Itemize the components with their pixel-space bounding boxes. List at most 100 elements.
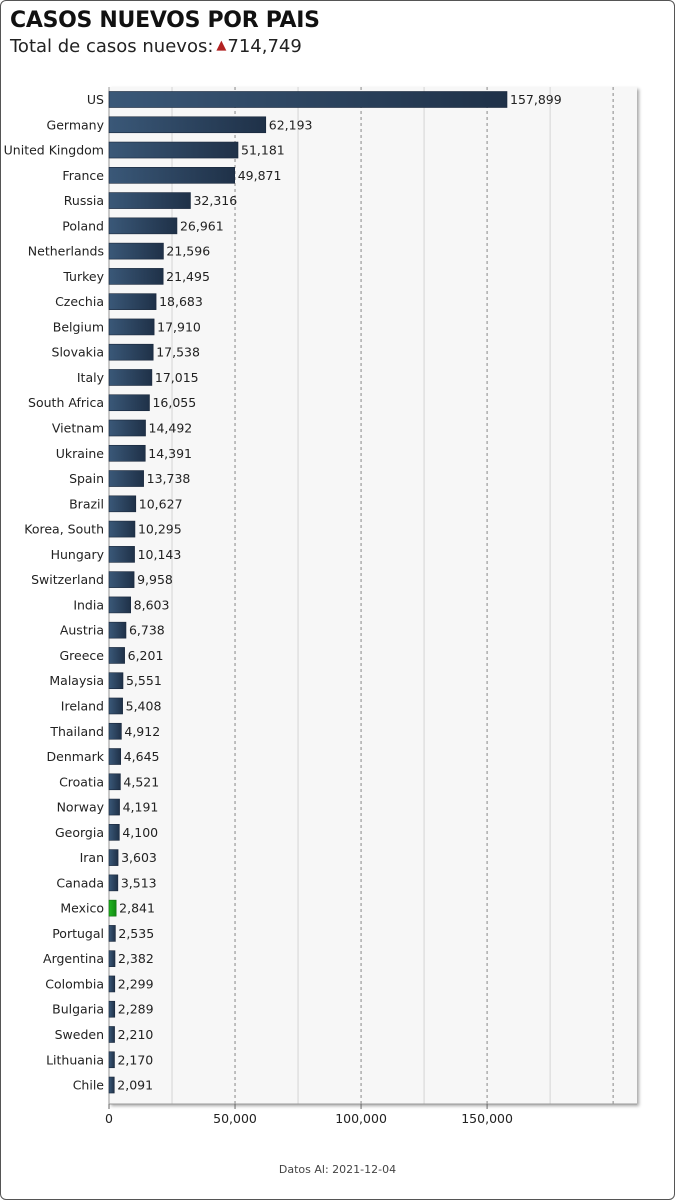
data-label: 5,408 — [126, 698, 162, 713]
category-label: Canada — [56, 875, 104, 890]
bar — [108, 419, 146, 437]
category-label: Greece — [60, 648, 105, 663]
data-label: 10,143 — [138, 547, 182, 562]
category-label: Malaysia — [49, 673, 104, 688]
data-label: 2,210 — [118, 1027, 154, 1042]
category-label: Austria — [60, 623, 104, 638]
data-label: 2,382 — [118, 951, 154, 966]
x-axis: 0 50,000 100,000 150,000 — [105, 1103, 637, 1126]
bar — [108, 318, 155, 336]
data-label: 17,910 — [157, 319, 201, 334]
bar — [108, 596, 131, 614]
subtitle-label: Total de casos nuevos: — [10, 36, 214, 57]
data-label: 9,958 — [137, 572, 173, 587]
category-label: Mexico — [60, 901, 104, 916]
category-label: US — [87, 92, 104, 107]
data-label: 2,299 — [118, 976, 154, 991]
bars-group — [108, 91, 508, 1094]
bar — [108, 824, 120, 841]
data-label: 6,738 — [129, 623, 165, 638]
bar — [108, 141, 239, 159]
category-label: India — [73, 597, 104, 612]
data-label: 4,645 — [124, 749, 160, 764]
category-label: Hungary — [51, 547, 105, 562]
category-labels: US Germany United Kingdom France Russia Polan… — [4, 92, 105, 1093]
x-tick-label: 150,000 — [461, 1111, 513, 1126]
bar — [108, 394, 150, 412]
bar — [108, 116, 267, 134]
data-label: 51,181 — [241, 143, 285, 158]
data-label: 13,738 — [147, 471, 191, 486]
category-label: Denmark — [47, 749, 105, 764]
category-label: Italy — [77, 370, 105, 385]
bar — [108, 697, 123, 715]
category-label: Norway — [57, 800, 105, 815]
bar — [108, 849, 119, 866]
footer-date: 2021-12-04 — [332, 1163, 397, 1176]
category-label: Sweden — [55, 1027, 104, 1042]
bar-chart: US Germany United Kingdom France Russia Polan… — [4, 87, 637, 1126]
category-label: France — [62, 168, 104, 183]
category-label: Portugal — [52, 926, 104, 941]
bar — [108, 343, 154, 361]
bar — [108, 975, 116, 993]
data-label: 10,627 — [139, 496, 183, 511]
data-label: 14,492 — [149, 421, 193, 436]
data-label: 2,170 — [117, 1052, 153, 1067]
bar — [108, 672, 124, 690]
bar — [108, 722, 122, 740]
bar — [108, 217, 178, 235]
bar — [108, 950, 116, 967]
bar — [108, 1000, 116, 1018]
data-label: 21,495 — [166, 269, 210, 284]
data-label: 2,289 — [118, 1002, 154, 1017]
data-label: 4,912 — [124, 724, 160, 739]
bar — [108, 621, 127, 639]
bar — [108, 242, 164, 260]
category-label: Croatia — [59, 774, 104, 789]
category-label: Germany — [47, 117, 105, 132]
category-label: Ukraine — [56, 446, 105, 461]
data-label: 62,193 — [269, 117, 313, 132]
data-label: 4,100 — [122, 825, 158, 840]
data-label: 4,521 — [123, 774, 159, 789]
category-label: Iran — [80, 850, 104, 865]
data-label: 8,603 — [134, 597, 170, 612]
data-label: 16,055 — [152, 395, 196, 410]
category-label: Russia — [64, 193, 104, 208]
data-label: 5,551 — [126, 673, 162, 688]
x-tick-label: 100,000 — [335, 1111, 387, 1126]
bar — [108, 1076, 115, 1094]
bar — [108, 571, 135, 588]
category-label: Korea, South — [24, 522, 104, 537]
category-label: Vietnam — [52, 421, 104, 436]
data-label: 21,596 — [166, 244, 210, 259]
category-label: Netherlands — [28, 244, 104, 259]
category-label: Thailand — [49, 724, 104, 739]
category-label: Slovakia — [52, 345, 104, 360]
category-label: Czechia — [55, 294, 104, 309]
bar — [108, 874, 119, 892]
data-label: 2,841 — [119, 901, 155, 916]
data-label: 6,201 — [128, 648, 164, 663]
bar — [108, 773, 121, 791]
data-label: 14,391 — [148, 446, 192, 461]
bar — [108, 444, 146, 462]
bar — [108, 369, 153, 386]
subtitle-value: 714,749 — [227, 36, 302, 57]
x-tick-label: 50,000 — [213, 1111, 257, 1126]
data-label: 18,683 — [159, 294, 203, 309]
chart-subtitle: Total de casos nuevos: ▲714,749 — [10, 36, 302, 57]
bar — [108, 495, 137, 513]
bar — [108, 293, 157, 310]
data-label: 49,871 — [238, 168, 282, 183]
x-tick-label: 0 — [105, 1111, 113, 1126]
bar — [108, 899, 117, 917]
data-label: 2,535 — [118, 926, 154, 941]
category-label: Turkey — [62, 269, 104, 284]
category-label: Chile — [73, 1078, 105, 1093]
footer-label: Datos Al: — [278, 1163, 329, 1176]
plot-area — [109, 87, 637, 1104]
bar — [108, 925, 116, 942]
